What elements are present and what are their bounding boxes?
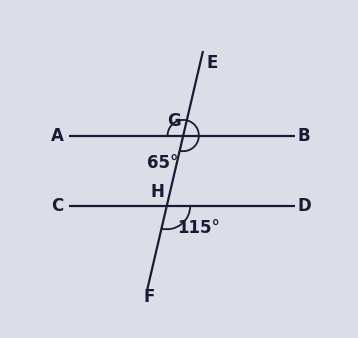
Text: F: F — [144, 288, 155, 306]
Text: D: D — [298, 197, 312, 215]
Text: E: E — [207, 54, 218, 72]
Text: H: H — [150, 183, 164, 201]
Text: 115°: 115° — [177, 219, 220, 237]
Text: A: A — [51, 126, 64, 145]
Text: B: B — [298, 126, 311, 145]
Text: C: C — [52, 197, 64, 215]
Text: G: G — [167, 112, 181, 130]
Text: 65°: 65° — [147, 154, 178, 172]
